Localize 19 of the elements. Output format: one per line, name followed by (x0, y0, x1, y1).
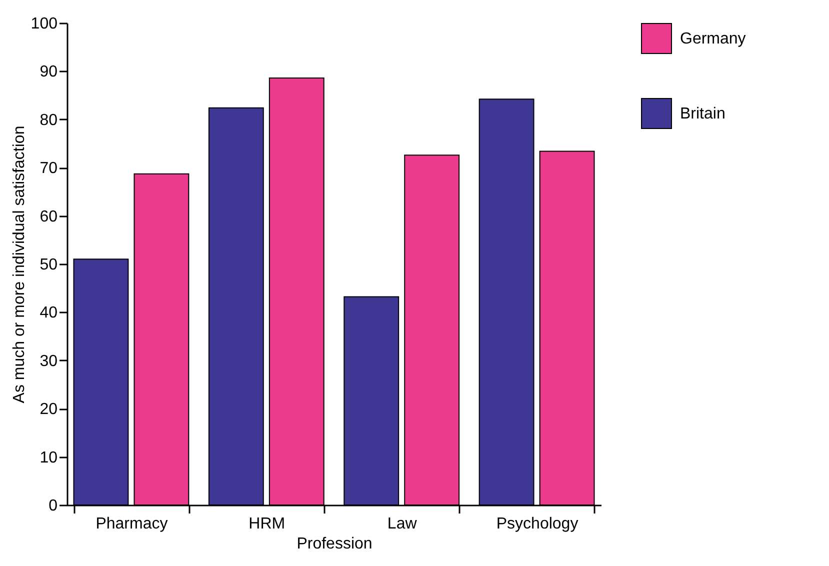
y-axis-title: As much or more individual satisfaction (10, 126, 28, 404)
y-tick-label: 100 (30, 16, 58, 32)
y-tick-label: 10 (40, 449, 58, 466)
y-tick-label: 40 (40, 304, 58, 322)
x-tick-label: Law (387, 516, 418, 532)
x-tick-label: HRM (248, 516, 286, 532)
legend-label: Germany (680, 30, 746, 48)
legend-label: Britain (680, 106, 726, 122)
y-tick-label: 20 (40, 401, 58, 418)
x-tick-label: Pharmacy (96, 516, 168, 532)
y-tick-label: 70 (40, 160, 58, 178)
x-tick-label: Psychology (496, 516, 578, 532)
y-tick-label: 50 (40, 256, 58, 274)
y-tick-label: 90 (40, 64, 58, 81)
y-tick-label: 80 (40, 112, 58, 129)
x-axis-title: Profession (296, 536, 372, 552)
y-tick-label: 0 (48, 498, 58, 514)
y-tick-label: 30 (40, 352, 58, 370)
y-tick-label: 60 (40, 208, 58, 226)
